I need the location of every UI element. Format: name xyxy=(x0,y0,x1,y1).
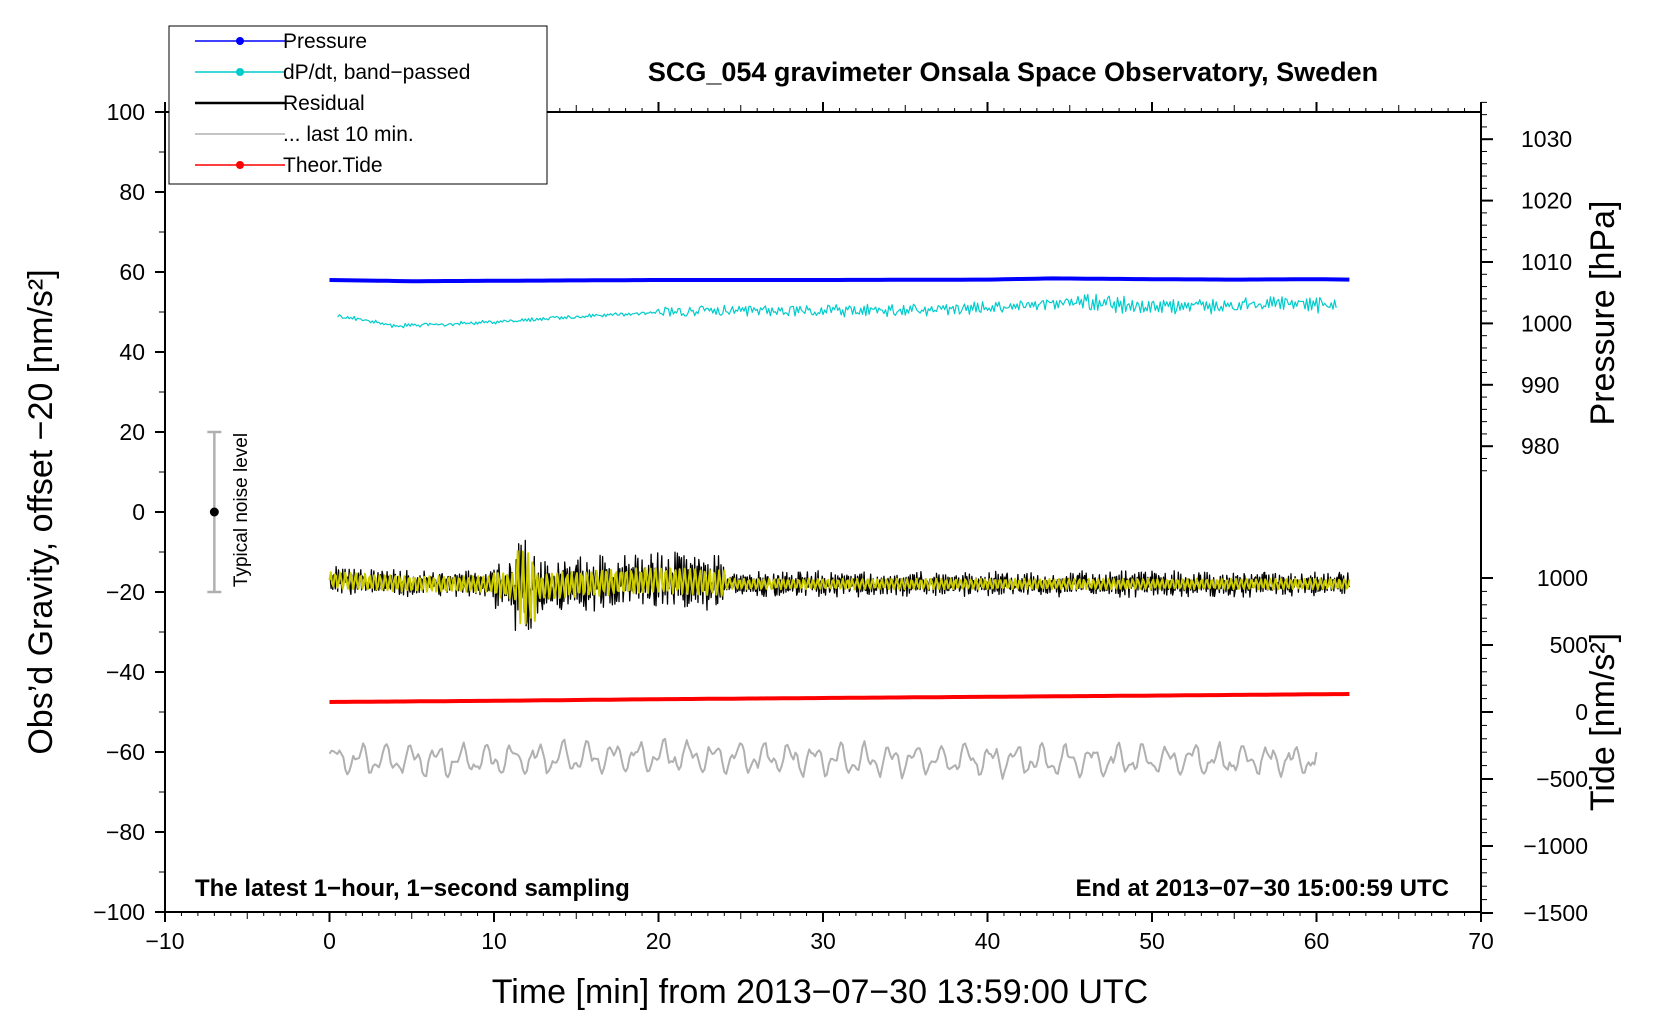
y-tick-label: 80 xyxy=(119,179,145,205)
legend-marker xyxy=(236,161,244,169)
x-tick-label: −10 xyxy=(145,928,184,954)
pressure-tick-label: 990 xyxy=(1521,372,1559,398)
pressure-tick-label: 980 xyxy=(1521,433,1559,459)
tide-tick-label: −500 xyxy=(1536,766,1588,792)
legend-label: Pressure xyxy=(283,30,367,53)
legend-marker xyxy=(236,68,244,76)
tide-tick-label: 1000 xyxy=(1537,565,1588,591)
tide-tick-label: 500 xyxy=(1550,632,1588,658)
legend-label: dP/dt, band−passed xyxy=(283,61,470,84)
series-pressure xyxy=(329,276,1350,284)
y-tick-label: 0 xyxy=(132,499,145,525)
y-tick-label: 60 xyxy=(119,259,145,285)
pressure-tick-label: 1000 xyxy=(1521,310,1572,336)
legend-marker xyxy=(236,37,244,45)
axis-ticks: −10 0 10 20 30 40 50 60 70−100−80−60−40−20020406… xyxy=(93,99,1588,954)
noise-center-dot xyxy=(209,507,219,517)
legend-label: ... last 10 min. xyxy=(283,123,414,146)
legend-label: Theor.Tide xyxy=(283,154,383,177)
y-tick-label: −40 xyxy=(106,659,145,685)
legend: Pressure dP/dt, band−passed Residual ... la… xyxy=(168,25,548,185)
pressure-tick-label: 1020 xyxy=(1521,188,1572,214)
series-dpdt xyxy=(337,293,1337,329)
y-tick-label: 20 xyxy=(119,419,145,445)
x-axis-title: Time [min] from 2013−07−30 13:59:00 UTC xyxy=(492,973,1148,1011)
tide-tick-label: −1000 xyxy=(1523,833,1588,859)
tide-tick-label: −1500 xyxy=(1523,900,1588,926)
x-tick-label: 50 xyxy=(1139,928,1165,954)
pressure-tick-label: 1010 xyxy=(1521,249,1572,275)
plot-frame xyxy=(164,111,1482,913)
y-axis-title-pressure: Pressure [hPa] xyxy=(1584,201,1622,426)
x-tick-label: 40 xyxy=(975,928,1001,954)
annotation-sampling: The latest 1−hour, 1−second sampling xyxy=(195,875,630,902)
noise-indicator: Typical noise level xyxy=(207,430,252,594)
y-tick-label: −80 xyxy=(106,819,145,845)
y-tick-label: −20 xyxy=(106,579,145,605)
series-residual-smoothed xyxy=(328,549,1351,625)
x-tick-label: 20 xyxy=(646,928,672,954)
noise-label: Typical noise level xyxy=(231,433,252,587)
y-axis-title-left: Obs’d Gravity, offset −20 [nm/s²] xyxy=(22,269,60,754)
x-tick-label: 0 xyxy=(323,928,336,954)
pressure-tick-label: 1030 xyxy=(1521,126,1572,152)
x-tick-label: 60 xyxy=(1304,928,1330,954)
tide-tick-label: 0 xyxy=(1575,699,1588,725)
y-tick-label: 40 xyxy=(119,339,145,365)
series-theor-tide xyxy=(329,692,1350,704)
y-tick-label: −60 xyxy=(106,739,145,765)
x-tick-label: 30 xyxy=(810,928,836,954)
series-last-10-min xyxy=(328,737,1318,780)
chart-title: SCG_054 gravimeter Onsala Space Observat… xyxy=(648,57,1378,87)
y-axis-title-tide: Tide [nm/s²] xyxy=(1584,633,1622,811)
series-layer xyxy=(328,276,1351,780)
x-tick-label: 10 xyxy=(481,928,507,954)
legend-label: Residual xyxy=(283,92,365,115)
y-tick-label: 100 xyxy=(107,99,145,125)
annotation-end-time: End at 2013−07−30 15:00:59 UTC xyxy=(1075,875,1449,902)
legend-box xyxy=(168,25,548,185)
x-tick-label: 70 xyxy=(1468,928,1494,954)
y-tick-label: −100 xyxy=(93,899,145,925)
